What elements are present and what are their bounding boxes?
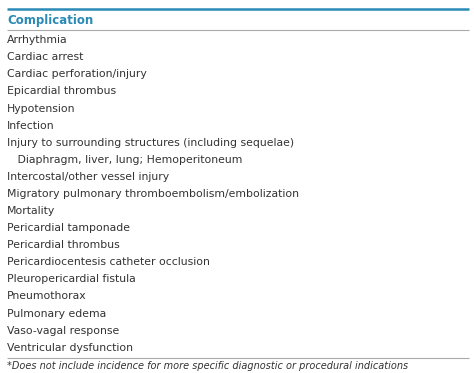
Text: Epicardial thrombus: Epicardial thrombus	[7, 87, 116, 97]
Text: Hypotension: Hypotension	[7, 104, 76, 113]
Text: Pulmonary edema: Pulmonary edema	[7, 308, 106, 319]
Text: Arrhythmia: Arrhythmia	[7, 35, 68, 45]
Text: *Does not include incidence for more specific diagnostic or procedural indicatio: *Does not include incidence for more spe…	[7, 361, 408, 370]
Text: Vaso-vagal response: Vaso-vagal response	[7, 326, 119, 336]
Text: Mortality: Mortality	[7, 206, 55, 216]
Text: Cardiac arrest: Cardiac arrest	[7, 52, 83, 62]
Text: Diaphragm, liver, lung; Hemoperitoneum: Diaphragm, liver, lung; Hemoperitoneum	[7, 155, 243, 165]
Text: Pericardial thrombus: Pericardial thrombus	[7, 240, 120, 250]
Text: Complication: Complication	[7, 14, 93, 27]
Text: Pericardial tamponade: Pericardial tamponade	[7, 223, 130, 233]
Text: Pneumothorax: Pneumothorax	[7, 291, 87, 301]
Text: Pleuropericardial fistula: Pleuropericardial fistula	[7, 275, 136, 284]
Text: Infection: Infection	[7, 120, 55, 131]
Text: Intercostal/other vessel injury: Intercostal/other vessel injury	[7, 172, 169, 182]
Text: Cardiac perforation/injury: Cardiac perforation/injury	[7, 69, 147, 79]
Text: Injury to surrounding structures (including sequelae): Injury to surrounding structures (includ…	[7, 138, 294, 148]
Text: Ventricular dysfunction: Ventricular dysfunction	[7, 343, 133, 353]
Text: Migratory pulmonary thromboembolism/embolization: Migratory pulmonary thromboembolism/embo…	[7, 189, 299, 199]
Text: Pericardiocentesis catheter occlusion: Pericardiocentesis catheter occlusion	[7, 257, 210, 267]
